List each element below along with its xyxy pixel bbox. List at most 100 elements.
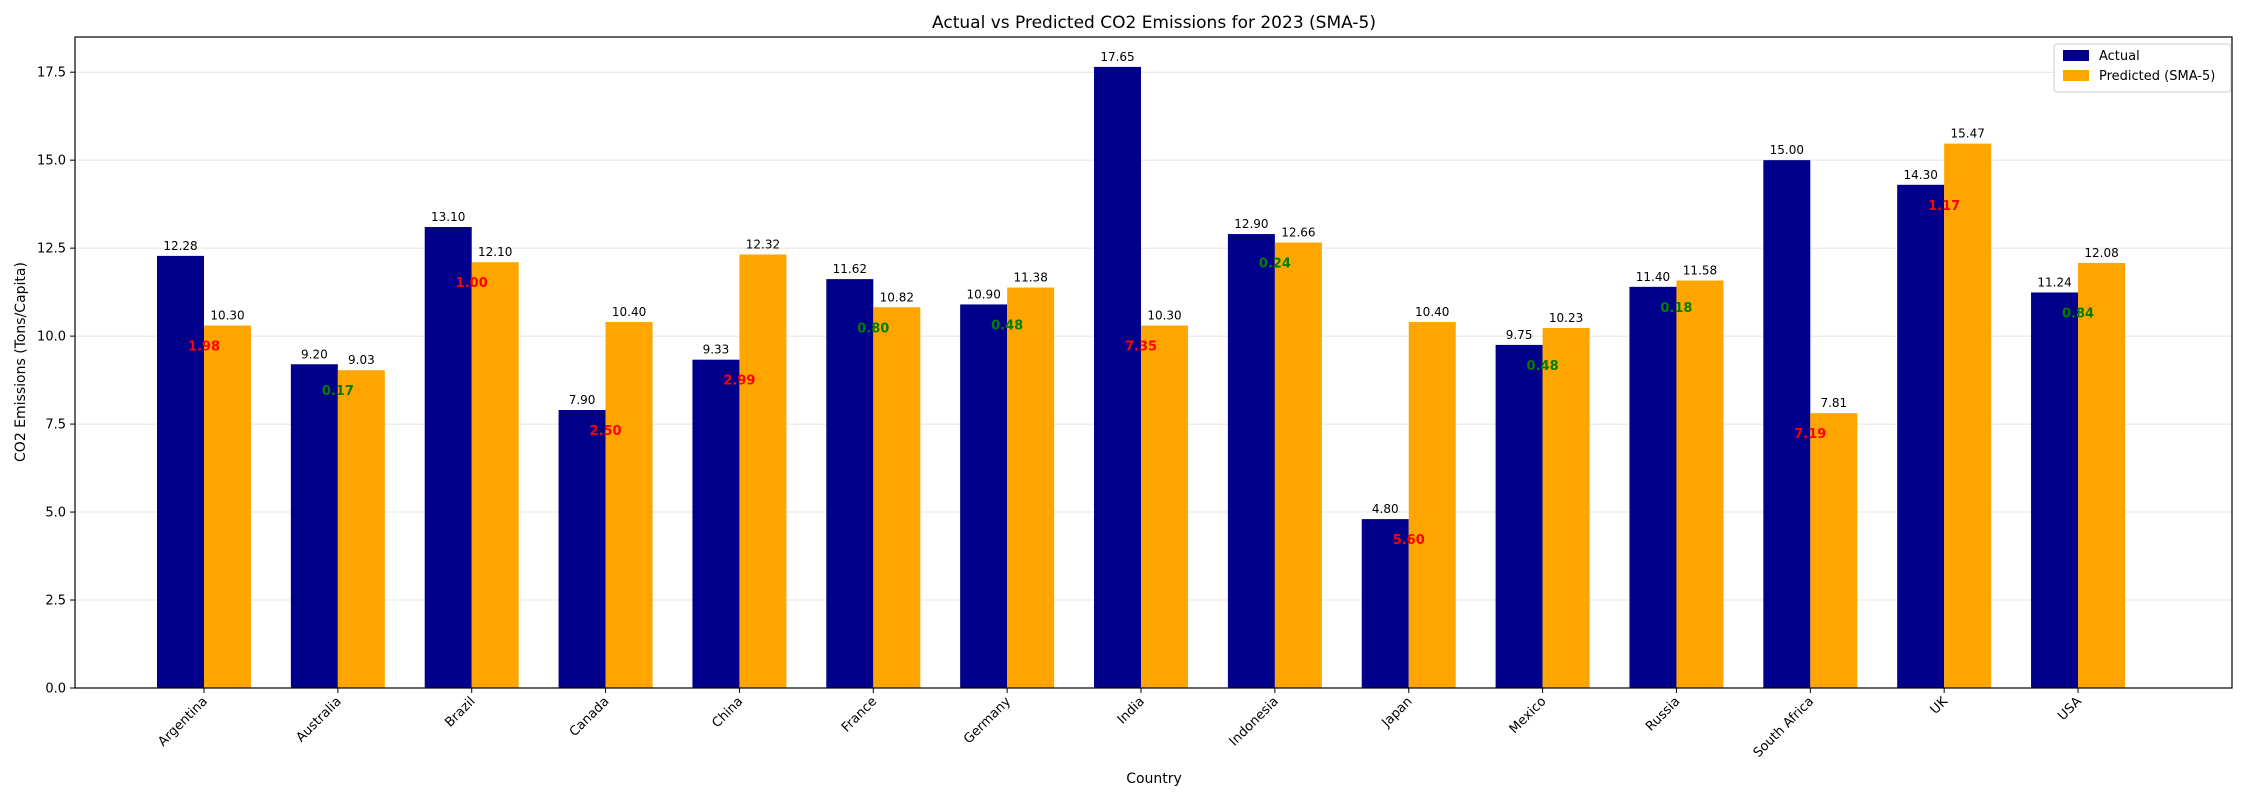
y-tick-label: 7.5 bbox=[45, 418, 66, 433]
bar-value-label-actual: 10.90 bbox=[966, 287, 1000, 301]
x-tick-label: Indonesia bbox=[1227, 694, 1282, 749]
bar-predicted bbox=[605, 322, 653, 688]
difference-label: 1.17 bbox=[1928, 199, 1960, 214]
bar-value-label-actual: 9.75 bbox=[1506, 328, 1533, 342]
bar-predicted bbox=[1810, 413, 1858, 688]
bar-value-label-predicted: 12.10 bbox=[478, 245, 512, 259]
x-tick-label: Brazil bbox=[442, 694, 478, 730]
difference-label: 0.80 bbox=[857, 321, 889, 336]
bar-actual bbox=[1763, 160, 1811, 688]
x-tick-label: Australia bbox=[293, 694, 344, 745]
bar-actual bbox=[1361, 519, 1409, 688]
labels-layer: 12.28 10.30 1.98 9.20 9.03 0.17 13.10 12.10 1.00… bbox=[163, 50, 2118, 548]
bar-predicted bbox=[2078, 262, 2126, 688]
bar-value-label-predicted: 12.32 bbox=[746, 237, 780, 251]
x-tick-label: UK bbox=[1928, 694, 1952, 718]
difference-label: 1.00 bbox=[456, 276, 488, 291]
x-tick-label: Argentina bbox=[155, 694, 210, 749]
legend-label-predicted: Predicted (SMA-5) bbox=[2099, 69, 2215, 84]
x-tick-label: Mexico bbox=[1507, 694, 1550, 737]
difference-label: 2.50 bbox=[590, 424, 622, 439]
legend-swatch-predicted bbox=[2063, 70, 2089, 81]
legend-label-actual: Actual bbox=[2099, 49, 2140, 64]
bar-value-label-predicted: 11.58 bbox=[1683, 264, 1717, 278]
difference-label: 0.24 bbox=[1259, 257, 1291, 272]
bar-actual bbox=[2031, 292, 2079, 688]
bar-value-label-predicted: 12.08 bbox=[2084, 246, 2118, 260]
difference-label: 0.48 bbox=[991, 318, 1023, 333]
y-tick-label: 0.0 bbox=[45, 682, 66, 697]
bar-predicted bbox=[873, 307, 921, 688]
bar-value-label-predicted: 10.23 bbox=[1549, 311, 1583, 325]
bar-actual bbox=[1629, 286, 1677, 688]
bar-value-label-predicted: 10.82 bbox=[880, 290, 914, 304]
bar-actual bbox=[692, 359, 740, 688]
chart-title: Actual vs Predicted CO2 Emissions for 20… bbox=[932, 13, 1376, 33]
bar-actual bbox=[960, 304, 1008, 688]
bar-predicted bbox=[204, 325, 251, 688]
bar-actual bbox=[157, 255, 204, 688]
legend-swatch-actual bbox=[2063, 50, 2089, 61]
bar-value-label-actual: 11.24 bbox=[2037, 275, 2071, 289]
x-tick-label: Canada bbox=[567, 694, 613, 740]
bar-value-label-predicted: 12.66 bbox=[1281, 226, 1315, 240]
bar-value-label-predicted: 11.38 bbox=[1013, 271, 1047, 285]
bar-predicted bbox=[1542, 328, 1590, 688]
bar-predicted bbox=[1274, 242, 1322, 688]
legend-frame bbox=[2053, 43, 2232, 93]
y-tick-label: 2.5 bbox=[45, 594, 66, 609]
bar-value-label-predicted: 10.40 bbox=[1415, 305, 1449, 319]
x-tick-label: France bbox=[839, 694, 880, 735]
bar-value-label-actual: 11.40 bbox=[1636, 270, 1670, 284]
bar-predicted bbox=[337, 370, 385, 688]
bar-value-label-actual: 12.90 bbox=[1234, 217, 1268, 231]
bar-actual bbox=[1495, 344, 1543, 688]
y-tick-label: 5.0 bbox=[45, 506, 66, 521]
x-tick-label: USA bbox=[2055, 694, 2085, 724]
bar-predicted bbox=[1141, 325, 1189, 688]
difference-label: 0.84 bbox=[2062, 306, 2094, 321]
bar-actual bbox=[290, 364, 338, 688]
bar-predicted bbox=[471, 262, 519, 688]
difference-label: 7.19 bbox=[1794, 427, 1826, 442]
bar-value-label-actual: 13.10 bbox=[431, 210, 465, 224]
bar-predicted bbox=[739, 254, 787, 689]
bars-layer bbox=[157, 66, 2126, 689]
bar-value-label-actual: 15.00 bbox=[1770, 143, 1804, 157]
difference-label: 2.99 bbox=[723, 374, 755, 389]
bar-predicted bbox=[1408, 322, 1456, 688]
difference-label: 1.98 bbox=[188, 340, 220, 355]
y-tick-label: 15.0 bbox=[37, 154, 66, 169]
x-axis-label: Country bbox=[1126, 771, 1182, 787]
bar-actual bbox=[826, 279, 874, 688]
legend: Actual Predicted (SMA-5) bbox=[2053, 43, 2232, 93]
x-tick-label: India bbox=[1115, 694, 1148, 727]
difference-label: 0.17 bbox=[322, 384, 354, 399]
bar-value-label-predicted: 9.03 bbox=[348, 353, 375, 367]
bar-value-label-actual: 7.90 bbox=[569, 393, 596, 407]
bar-value-label-predicted: 10.30 bbox=[1147, 309, 1181, 323]
x-tick-label: Russia bbox=[1643, 694, 1683, 734]
bar-value-label-actual: 4.80 bbox=[1372, 502, 1399, 516]
bar-predicted bbox=[1676, 280, 1724, 688]
difference-label: 7.35 bbox=[1125, 340, 1157, 355]
x-tick-label: South Africa bbox=[1751, 694, 1817, 760]
bar-actual bbox=[1227, 234, 1275, 689]
bar-value-label-actual: 17.65 bbox=[1100, 50, 1134, 64]
y-tick-label: 10.0 bbox=[37, 330, 66, 345]
x-tick-label: Japan bbox=[1379, 694, 1416, 731]
bar-value-label-actual: 14.30 bbox=[1904, 168, 1938, 182]
x-tick-label: China bbox=[709, 694, 746, 731]
y-tick-label: 12.5 bbox=[37, 242, 66, 257]
y-axis-label: CO2 Emissions (Tons/Capita) bbox=[13, 262, 29, 462]
bar-value-label-actual: 9.20 bbox=[301, 347, 328, 361]
bar-predicted bbox=[1944, 143, 1992, 689]
bar-value-label-actual: 9.33 bbox=[703, 343, 730, 357]
bar-value-label-actual: 11.62 bbox=[833, 262, 867, 276]
x-tick-label: Germany bbox=[961, 694, 1014, 747]
bar-predicted bbox=[1007, 287, 1055, 688]
difference-label: 0.48 bbox=[1527, 359, 1559, 374]
bar-value-label-predicted: 10.30 bbox=[210, 309, 244, 323]
